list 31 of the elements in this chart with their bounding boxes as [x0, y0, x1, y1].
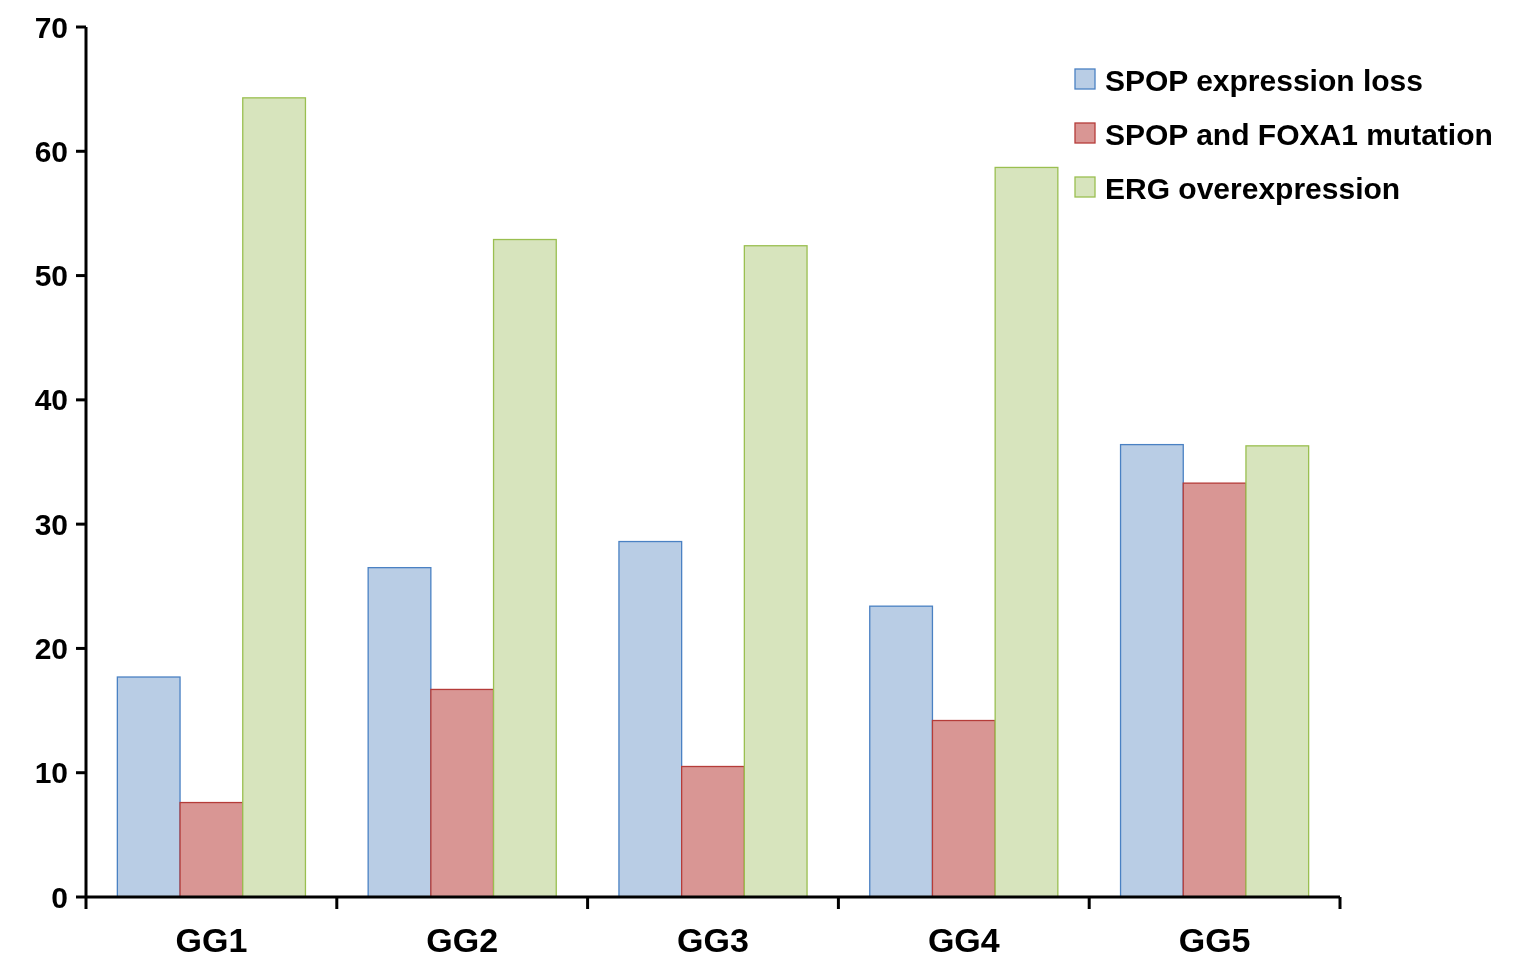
- y-tick-label: 30: [34, 507, 68, 541]
- bar: [1182, 482, 1247, 898]
- y-tick-label: 10: [34, 756, 68, 790]
- legend-label: SPOP and FOXA1 mutation: [1105, 117, 1493, 151]
- bar: [1245, 445, 1310, 898]
- x-tick-label: GG2: [426, 921, 499, 959]
- legend-label: SPOP expression loss: [1105, 63, 1423, 97]
- bar: [743, 245, 808, 898]
- bar: [869, 605, 934, 898]
- bar: [492, 238, 557, 898]
- bar: [242, 97, 307, 898]
- x-tick-label: GG1: [175, 921, 248, 959]
- bar: [618, 540, 683, 898]
- y-tick-label: 70: [34, 10, 68, 44]
- y-tick-label: 60: [34, 134, 68, 168]
- x-tick-label: GG5: [1178, 921, 1251, 959]
- bar: [367, 566, 432, 898]
- bar: [681, 765, 745, 898]
- bar: [116, 676, 181, 898]
- y-tick-label: 40: [34, 383, 68, 417]
- bar: [179, 801, 244, 898]
- bar: [430, 688, 495, 898]
- bar: [994, 166, 1059, 898]
- y-tick-label: 50: [34, 259, 68, 293]
- bar: [1119, 443, 1184, 898]
- legend-label: ERG overexpression: [1105, 171, 1401, 205]
- x-tick-label: GG4: [927, 921, 1000, 959]
- x-tick-label: GG3: [677, 921, 749, 959]
- bar: [931, 719, 996, 898]
- y-tick-label: 0: [51, 880, 68, 914]
- y-tick-label: 20: [34, 631, 68, 665]
